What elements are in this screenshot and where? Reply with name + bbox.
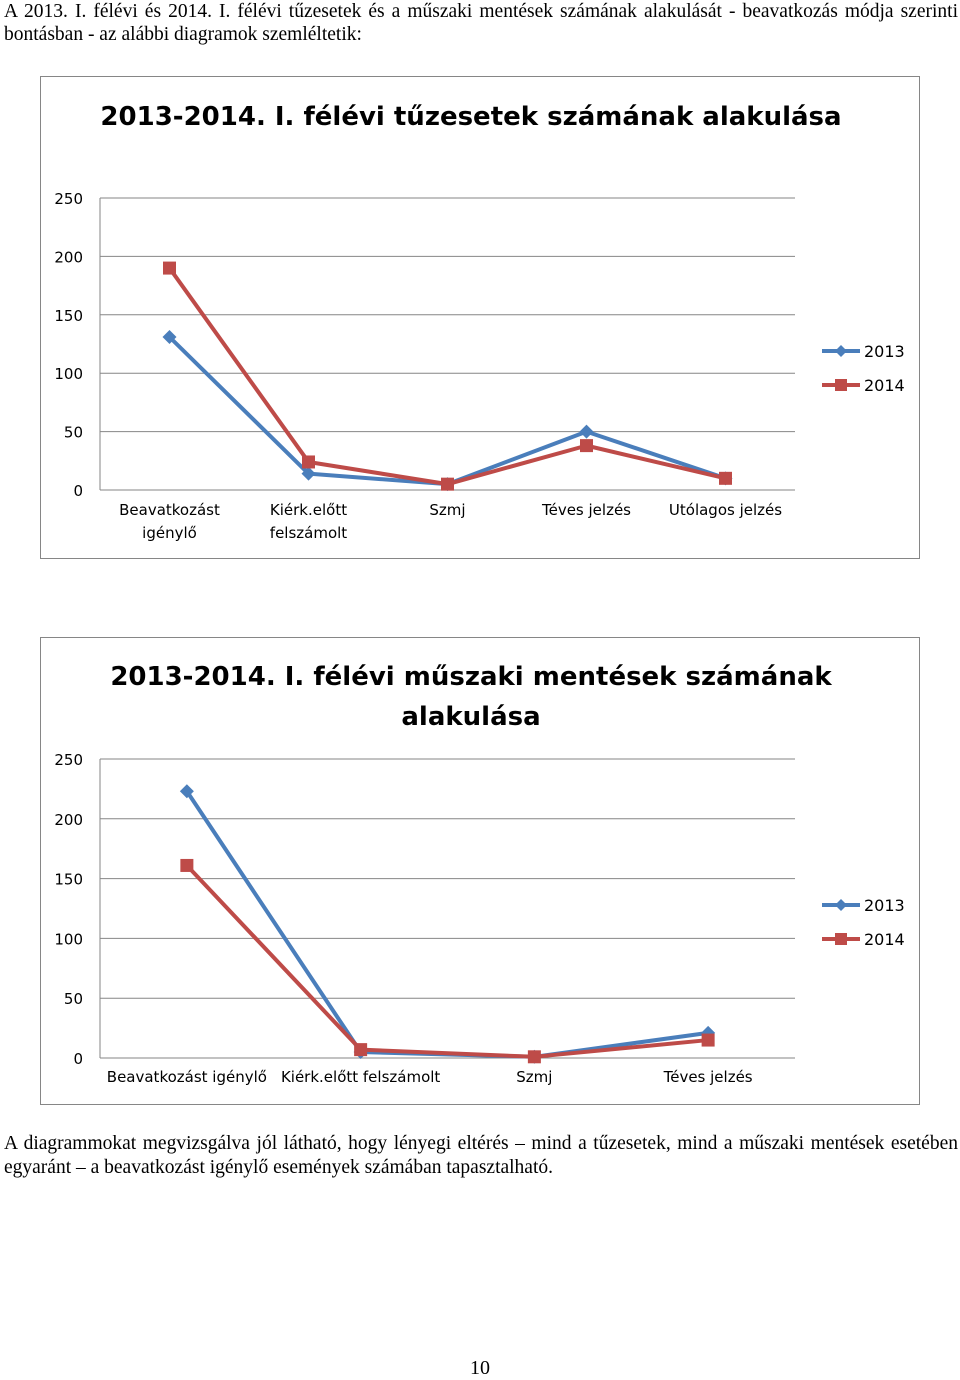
y-tick-label: 250 xyxy=(54,751,83,769)
y-tick-label: 50 xyxy=(64,424,83,442)
legend-label-2013: 2013 xyxy=(864,342,905,361)
data-point-2014 xyxy=(527,1050,541,1064)
data-point-2013 xyxy=(579,424,594,439)
x-category-label: Téves jelzés xyxy=(541,501,631,519)
legend-marker-2013 xyxy=(835,345,847,357)
y-tick-label: 200 xyxy=(54,248,83,266)
x-category-label: Szmj xyxy=(516,1068,552,1086)
y-tick-label: 150 xyxy=(54,871,83,889)
y-tick-label: 100 xyxy=(54,930,83,948)
conclusion-paragraph: A diagrammokat megvizsgálva jól látható,… xyxy=(4,1133,958,1178)
chart-title: 2013-2014. I. félévi tűzesetek számának … xyxy=(100,102,842,132)
series-line-2014 xyxy=(185,864,709,1059)
x-category-label: Szmj xyxy=(429,501,465,519)
x-category-label: Beavatkozást igénylő xyxy=(107,1068,267,1086)
series-line-2013 xyxy=(185,790,709,1059)
intro-paragraph: A 2013. I. félévi és 2014. I. félévi tűz… xyxy=(4,1,958,45)
data-point-2014 xyxy=(180,858,194,872)
data-point-2014 xyxy=(719,471,732,485)
y-tick-label: 200 xyxy=(54,811,83,829)
data-point-2014 xyxy=(701,1033,715,1047)
data-point-2014 xyxy=(354,1043,368,1057)
y-tick-label: 0 xyxy=(73,1050,83,1068)
data-point-2013 xyxy=(301,466,316,481)
technical-rescues-plot: 0 50 100 150 200 250 Beavatkozást igénylő Kiérk… xyxy=(54,751,905,1086)
legend-marker-2014 xyxy=(835,933,847,945)
data-point-2014 xyxy=(163,261,176,275)
y-tick-label: 100 xyxy=(54,365,83,383)
data-point-2014 xyxy=(580,439,593,453)
data-point-2013 xyxy=(701,1025,716,1040)
technical-rescues-chart: 2013-2014. I. félévi műszaki mentések sz… xyxy=(40,637,920,1105)
x-category-label: igénylő xyxy=(142,524,197,542)
fire-incidents-chart: 2013-2014. I. félévi tűzesetek számának … xyxy=(40,76,920,559)
data-point-2013 xyxy=(179,784,194,799)
legend-label-2013: 2013 xyxy=(864,896,905,915)
legend-label-2014: 2014 xyxy=(864,930,905,949)
data-point-2014 xyxy=(441,477,454,491)
x-category-label: Utólagos jelzés xyxy=(669,501,782,519)
x-category-label: felszámolt xyxy=(270,524,348,542)
y-tick-label: 0 xyxy=(73,482,83,500)
x-category-label: Kiérk.előtt felszámolt xyxy=(281,1068,440,1086)
y-tick-label: 250 xyxy=(54,190,83,208)
x-category-label: Kiérk.előtt xyxy=(270,501,347,519)
page-number: 10 xyxy=(470,1357,490,1379)
y-tick-label: 50 xyxy=(64,990,83,1008)
data-point-2014 xyxy=(302,455,315,469)
chart-title: 2013-2014. I. félévi műszaki mentések sz… xyxy=(110,662,832,732)
series-line-2013 xyxy=(168,335,727,487)
y-tick-label: 150 xyxy=(54,307,83,325)
legend-label-2014: 2014 xyxy=(864,376,905,395)
x-category-label: Téves jelzés xyxy=(663,1068,753,1086)
fire-incidents-plot: 0 50 100 150 200 250 Beavatkozást igénylő Kiérk.… xyxy=(54,190,905,542)
legend-marker-2013 xyxy=(835,899,847,911)
legend-marker-2014 xyxy=(835,379,847,391)
x-category-label: Beavatkozást xyxy=(119,501,220,519)
data-point-2013 xyxy=(162,329,177,344)
